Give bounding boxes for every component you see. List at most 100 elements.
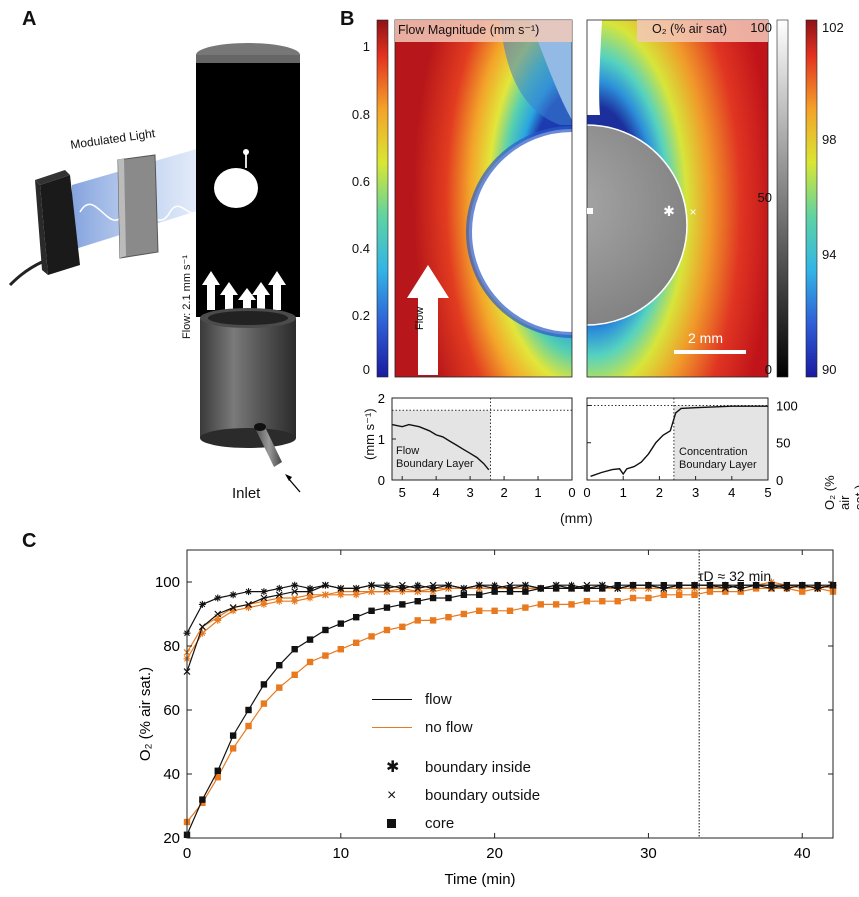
boundary-outside-marker: × <box>689 205 696 219</box>
boundary-inside-point <box>291 597 299 605</box>
gray-colorbar-tick: 0 <box>764 362 772 377</box>
core-point <box>383 604 391 611</box>
o2-profile-ylabel: O₂ (% air sat.) <box>822 475 859 510</box>
core-point <box>199 796 206 803</box>
o2-colorbar-tick: 90 <box>822 362 837 377</box>
flow-colorbar-tick: 0.2 <box>351 308 370 323</box>
profile-line <box>590 405 768 477</box>
panel-c-oxygen-timecourse-chart: 20 40 60 80 100 0 10 20 30 40 Time (min) O₂ (% air … <box>137 549 837 888</box>
core-point <box>229 745 237 752</box>
boundary-inside-point <box>783 584 791 592</box>
core-point <box>675 582 683 589</box>
core-point <box>583 598 591 605</box>
core-point <box>814 582 821 589</box>
flow-colorbar-tick: 0.4 <box>351 241 370 256</box>
core-point <box>522 588 529 595</box>
core-point <box>552 601 560 608</box>
panel-b-maps: ✱ × <box>376 19 818 378</box>
boundary-inside-point <box>383 581 391 589</box>
y-tick-label: 40 <box>163 766 180 783</box>
core-point <box>783 582 791 589</box>
core-point <box>476 591 483 598</box>
boundary-inside-point <box>414 581 422 589</box>
core-point <box>276 662 283 669</box>
boundary-outside-point <box>398 581 406 589</box>
x-tick-label: 3 <box>692 485 699 500</box>
core-point <box>322 626 329 634</box>
x-tick-label: 4 <box>433 485 440 500</box>
boundary-outside-point <box>198 623 206 631</box>
core-point <box>768 582 775 589</box>
panel-a-apparatus-illustration <box>8 43 301 493</box>
y-tick-label: 1 <box>378 432 385 447</box>
o2-profile-plot: 100 50 0 0 1 2 3 4 5 <box>583 397 798 500</box>
legend-boundary-inside: ✱ boundary inside <box>370 754 540 782</box>
boundary-inside-point <box>306 584 314 592</box>
core-point <box>291 646 298 653</box>
flow-colorbar-tick: 0 <box>362 362 370 377</box>
chamber-tube <box>196 43 300 317</box>
x-tick-label: 20 <box>486 845 503 862</box>
y-tick-label: 0 <box>378 473 385 488</box>
o2-concentration-map <box>587 20 768 377</box>
boundary-outside-point <box>368 588 375 596</box>
core-point <box>337 646 345 653</box>
y-tick-label: 100 <box>155 574 180 591</box>
o2-map-title: O₂ (% air sat) <box>652 22 727 36</box>
light-source-box <box>8 170 80 287</box>
x-tick-label: 30 <box>640 845 657 862</box>
core-point <box>645 582 652 589</box>
o2-colorbar <box>805 19 818 378</box>
boundary-inside-point <box>352 591 360 599</box>
x-tick-label: 2 <box>656 485 663 500</box>
flow-arrows <box>202 271 286 314</box>
boundary-outside-point <box>368 581 375 589</box>
core-point <box>599 585 606 592</box>
boundary-outside-point <box>521 581 529 589</box>
core-point <box>599 598 606 605</box>
boundary-outside-point <box>460 584 468 592</box>
panel-b-letter: B <box>340 8 355 30</box>
legend-core: core <box>370 810 540 838</box>
boundary-inside-point <box>275 597 283 605</box>
boundary-outside-point <box>291 588 299 596</box>
core-point <box>614 582 621 589</box>
y-tick-label: 2 <box>378 391 385 406</box>
o2-map-title-bg <box>637 20 768 42</box>
panel-a-letter: A <box>22 8 37 30</box>
core-point <box>568 585 575 592</box>
flow-boundary-layer-shade <box>392 410 491 480</box>
y-tick-label: 100 <box>776 398 798 413</box>
core-point <box>752 582 760 589</box>
flow-colorbar-tick: 0.8 <box>351 107 370 122</box>
core-point <box>229 732 237 739</box>
legend-boundary-outside: × boundary outside <box>370 782 540 810</box>
core-point <box>214 767 221 774</box>
core-point <box>260 700 268 707</box>
core-point <box>414 617 421 624</box>
boundary-inside-point <box>198 629 206 637</box>
inlet-tube <box>254 423 282 467</box>
panel-c-letter: C <box>22 530 37 552</box>
x-tick-label: 40 <box>794 845 811 862</box>
o2-colorbar-tick: 102 <box>822 20 844 35</box>
core-point <box>706 588 714 595</box>
boundary-outside-point <box>337 584 345 592</box>
metal-base-cylinder <box>200 308 296 448</box>
boundary-inside-point <box>337 591 345 599</box>
boundary-inside-point <box>398 584 406 592</box>
core-point <box>691 591 698 598</box>
core-point <box>352 614 360 621</box>
x-tick-label: 1 <box>534 485 541 500</box>
concentration-boundary-layer-annotation: Concentration Boundary Layer <box>679 446 757 471</box>
x-tick-label: 3 <box>466 485 473 500</box>
y-tick-label: 80 <box>163 638 180 655</box>
core-point <box>429 617 437 624</box>
boundary-outside-point <box>414 584 422 592</box>
core-point <box>399 601 406 608</box>
chart-c-xlabel: Time (min) <box>444 871 515 888</box>
core-point <box>552 585 560 592</box>
boundary-outside-point <box>306 588 314 596</box>
